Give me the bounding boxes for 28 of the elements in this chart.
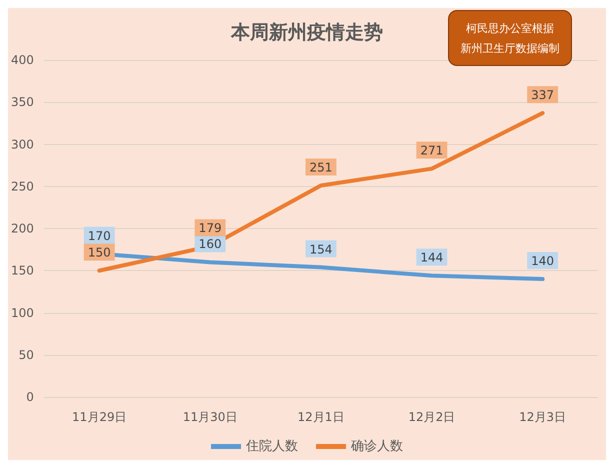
data-label: 144 (420, 250, 444, 265)
legend-label: 住院人数 (245, 439, 298, 454)
y-tick-label: 200 (11, 222, 34, 236)
x-tick-label: 11月30日 (182, 410, 238, 424)
y-tick-label: 300 (11, 137, 34, 152)
y-tick-label: 150 (11, 264, 34, 278)
y-tick-label: 100 (11, 306, 34, 320)
x-tick-label: 12月1日 (298, 410, 344, 424)
chart-title: 本周新州疫情走势 (230, 22, 383, 44)
data-label: 154 (310, 242, 332, 256)
y-tick-label: 50 (18, 348, 34, 362)
y-tick-label: 350 (11, 95, 34, 110)
note-box: 柯民思办公室根据新州卫生厅数据编制 (448, 10, 572, 66)
data-label: 251 (310, 160, 332, 175)
y-tick-label: 250 (11, 179, 34, 194)
data-label: 170 (88, 228, 111, 243)
x-tick-label: 12月2日 (408, 410, 456, 424)
data-label: 140 (531, 254, 554, 268)
y-tick-label: 400 (11, 53, 34, 67)
data-label: 179 (198, 221, 222, 236)
data-label: 271 (420, 144, 444, 158)
data-label: 150 (88, 246, 111, 260)
x-tick-label: 11月29日 (72, 410, 127, 424)
data-label: 337 (531, 88, 554, 102)
x-tick-label: 12月3日 (519, 410, 566, 424)
y-tick-label: 0 (26, 390, 34, 404)
legend-label: 确诊人数 (350, 439, 403, 454)
data-label: 160 (198, 237, 222, 252)
